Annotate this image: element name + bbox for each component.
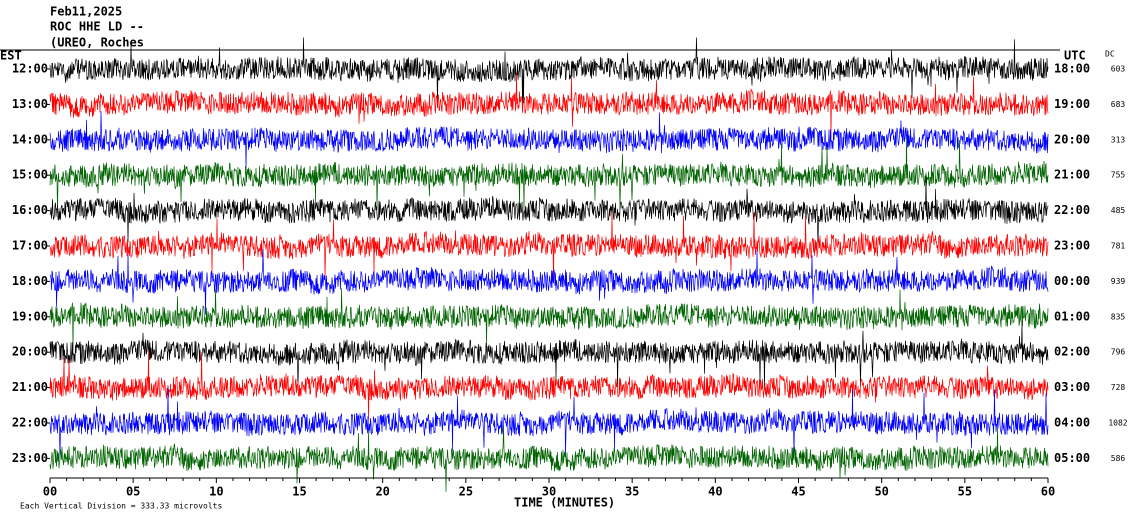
left-tick-label: 18:00 — [12, 274, 48, 288]
right-tick-label: 02:00 — [1054, 345, 1090, 359]
x-tick-label: 55 — [958, 485, 972, 499]
dc-label: DC — [1105, 50, 1115, 59]
header-date: Feb11,2025 — [50, 5, 122, 19]
dc-value: 1082 — [1108, 419, 1127, 428]
right-tick-label: 04:00 — [1054, 416, 1090, 430]
trace — [49, 350, 1049, 420]
x-tick-label: 25 — [459, 485, 473, 499]
right-tick-label: 00:00 — [1054, 274, 1090, 288]
left-tick-label: 14:00 — [12, 132, 48, 146]
right-axis-label: UTC — [1064, 49, 1086, 63]
trace — [49, 73, 1049, 139]
left-tick-label: 12:00 — [12, 62, 48, 76]
dc-value: 603 — [1111, 65, 1126, 74]
dc-value: 485 — [1111, 206, 1126, 215]
x-axis-title: TIME (MINUTES) — [514, 496, 615, 510]
dc-value: 683 — [1111, 100, 1126, 109]
x-tick-label: 15 — [292, 485, 306, 499]
trace — [49, 138, 1049, 214]
left-tick-label: 21:00 — [12, 380, 48, 394]
x-tick-label: 45 — [791, 485, 805, 499]
x-tick-label: 20 — [375, 485, 389, 499]
dc-value: 313 — [1111, 135, 1126, 144]
left-tick-label: 13:00 — [12, 97, 48, 111]
left-axis-label: EST — [0, 49, 22, 63]
x-tick-label: 50 — [874, 485, 888, 499]
right-tick-label: 18:00 — [1054, 62, 1090, 76]
trace — [49, 288, 1049, 351]
x-tick-label: 40 — [708, 485, 722, 499]
trace — [49, 37, 1049, 109]
left-tick-label: 20:00 — [12, 345, 48, 359]
dc-value: 781 — [1111, 242, 1126, 251]
right-tick-label: 03:00 — [1054, 380, 1090, 394]
dc-value: 755 — [1111, 171, 1126, 180]
left-tick-label: 19:00 — [12, 309, 48, 323]
dc-value: 586 — [1111, 454, 1126, 463]
left-tick-label: 16:00 — [12, 203, 48, 217]
trace — [49, 248, 1049, 315]
right-tick-label: 05:00 — [1054, 451, 1090, 465]
right-tick-label: 01:00 — [1054, 309, 1090, 323]
x-tick-label: 05 — [126, 485, 140, 499]
right-tick-label: 22:00 — [1054, 203, 1090, 217]
right-tick-label: 23:00 — [1054, 239, 1090, 253]
dc-value: 728 — [1111, 383, 1126, 392]
dc-value: 939 — [1111, 277, 1126, 286]
header-location: (UREO, Roches — [50, 36, 144, 50]
left-tick-label: 15:00 — [12, 168, 48, 182]
right-tick-label: 20:00 — [1054, 132, 1090, 146]
left-tick-label: 22:00 — [12, 416, 48, 430]
x-tick-label: 35 — [625, 485, 639, 499]
left-tick-label: 17:00 — [12, 239, 48, 253]
x-tick-label: 30 — [542, 485, 556, 499]
footer: Each Vertical Division = 333.33 microvol… — [20, 502, 222, 511]
trace — [49, 111, 1049, 170]
dc-value: 796 — [1111, 348, 1126, 357]
right-tick-label: 21:00 — [1054, 168, 1090, 182]
trace — [49, 425, 1049, 492]
x-tick-label: 10 — [209, 485, 223, 499]
traces — [49, 37, 1049, 492]
header-station: ROC HHE LD -- — [50, 20, 144, 34]
right-tick-label: 19:00 — [1054, 97, 1090, 111]
trace — [49, 386, 1049, 460]
trace — [49, 212, 1049, 283]
x-tick-label: 00 — [43, 485, 57, 499]
trace — [49, 320, 1049, 392]
left-tick-label: 23:00 — [12, 451, 48, 465]
trace — [49, 174, 1049, 249]
dc-value: 835 — [1111, 312, 1126, 321]
x-tick-label: 60 — [1041, 485, 1055, 499]
